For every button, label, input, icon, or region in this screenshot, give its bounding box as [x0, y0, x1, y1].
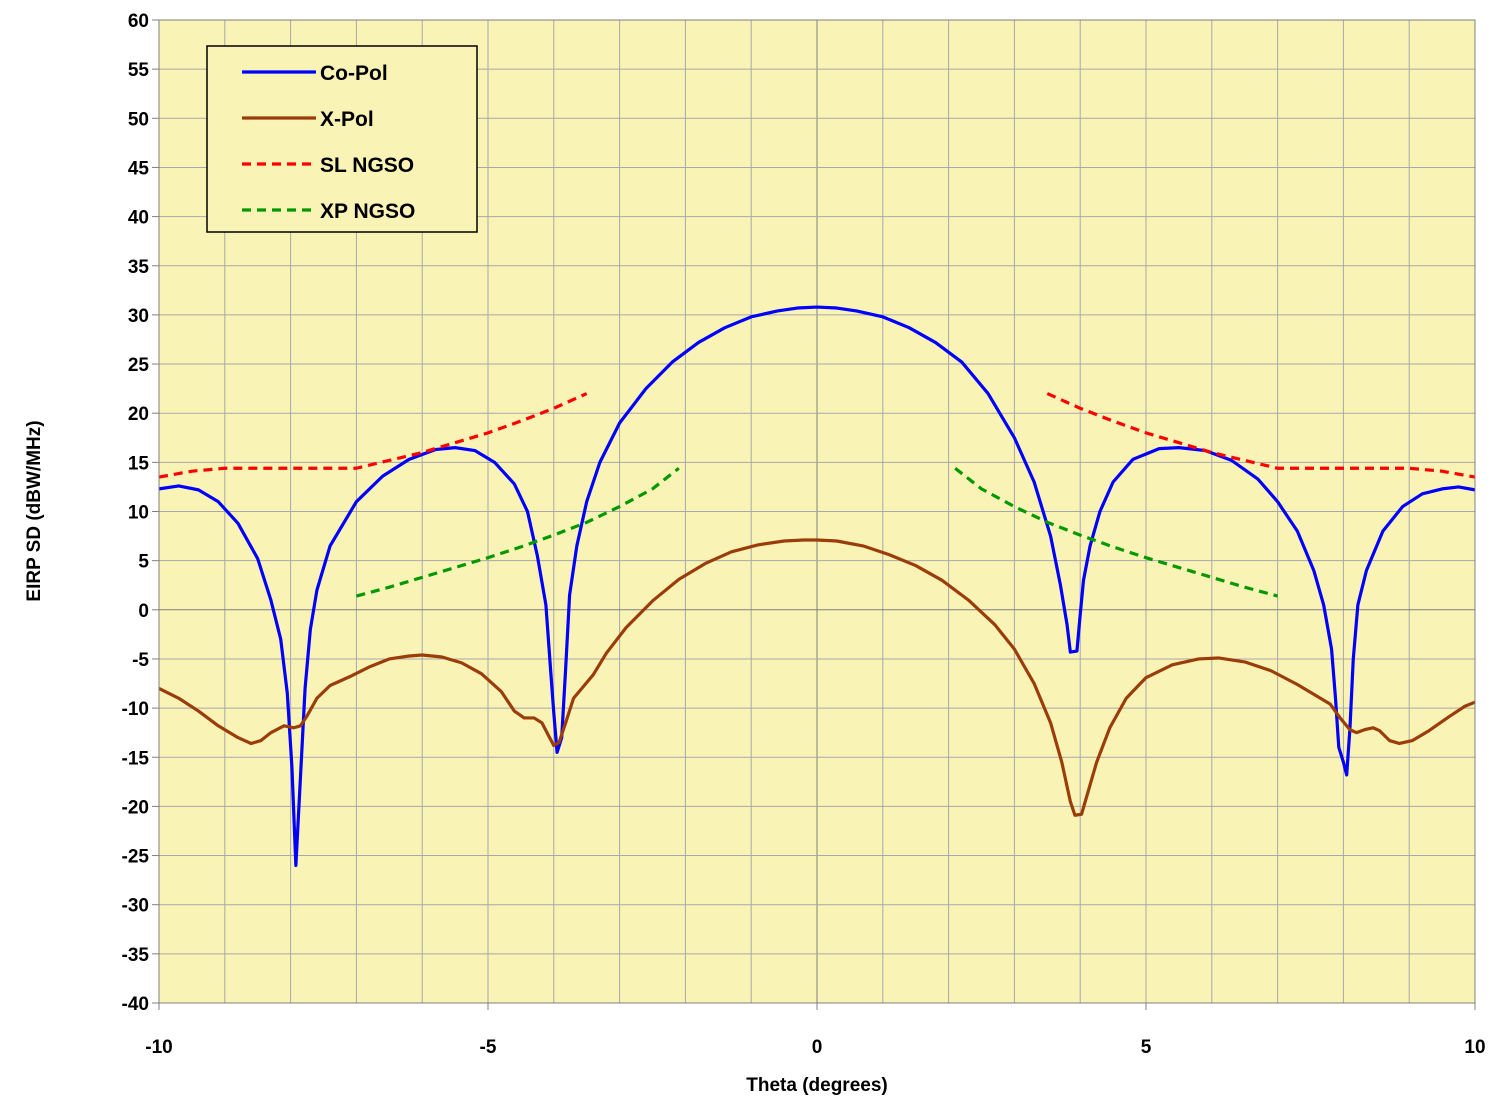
y-tick-labels: 605550454035302520151050-5-10-15-20-25-3…: [122, 11, 159, 1015]
y-tick-label: 30: [128, 306, 149, 327]
series-lines: [158, 305, 1476, 867]
y-tick-label: 25: [128, 355, 150, 376]
y-tick-label: 15: [128, 453, 150, 474]
series-line-xp-ngso: [355, 466, 680, 598]
y-tick-label: -5: [132, 650, 149, 671]
x-tick-labels: -10 -5 0 5 10: [145, 1003, 1486, 1058]
series-line-x-pol: [158, 538, 1476, 817]
y-tick-label: 0: [138, 601, 149, 622]
x-tick-label: 10: [1464, 1037, 1485, 1058]
series-line-sl-ngso: [1046, 392, 1476, 479]
y-tick-label: 60: [128, 11, 149, 32]
y-tick-label: 10: [128, 503, 149, 524]
y-tick-label: -15: [122, 748, 150, 769]
x-axis-title: Theta (degrees): [746, 1075, 887, 1096]
legend-label-co-pol: Co-Pol: [320, 62, 388, 85]
y-tick-label: -20: [122, 797, 149, 818]
series-line-xp-ngso: [954, 466, 1279, 598]
y-tick-label: -25: [122, 847, 150, 868]
x-tick-label: -10: [145, 1037, 172, 1058]
plot-border: [158, 19, 1476, 1004]
y-tick-label: 45: [128, 158, 150, 179]
series-line-sl-ngso: [158, 392, 588, 479]
y-tick-label: -35: [122, 945, 150, 966]
y-tick-label: 20: [128, 404, 149, 425]
y-tick-label: 50: [128, 109, 149, 130]
legend-label-sl-ngso: SL NGSO: [320, 154, 414, 177]
y-tick-label: 35: [128, 257, 150, 278]
y-tick-label: -30: [122, 896, 149, 917]
x-tick-label: 5: [1141, 1037, 1152, 1058]
y-tick-label: 40: [128, 208, 149, 229]
x-tick-label: 0: [812, 1037, 823, 1058]
legend-label-x-pol: X-Pol: [320, 108, 374, 131]
legend-label-xp-ngso: XP NGSO: [320, 200, 415, 223]
y-tick-label: 55: [128, 60, 150, 81]
y-tick-label: 5: [138, 552, 149, 573]
legend-box: [206, 45, 478, 233]
series-line-co-pol: [158, 305, 1476, 867]
y-tick-label: -40: [122, 994, 149, 1015]
y-axis-title: EIRP SD (dBW/MHz): [24, 420, 45, 601]
legend: Co-Pol X-Pol SL NGSO XP NGSO: [206, 45, 478, 233]
y-tick-label: -10: [122, 699, 149, 720]
x-tick-label: -5: [480, 1037, 497, 1058]
